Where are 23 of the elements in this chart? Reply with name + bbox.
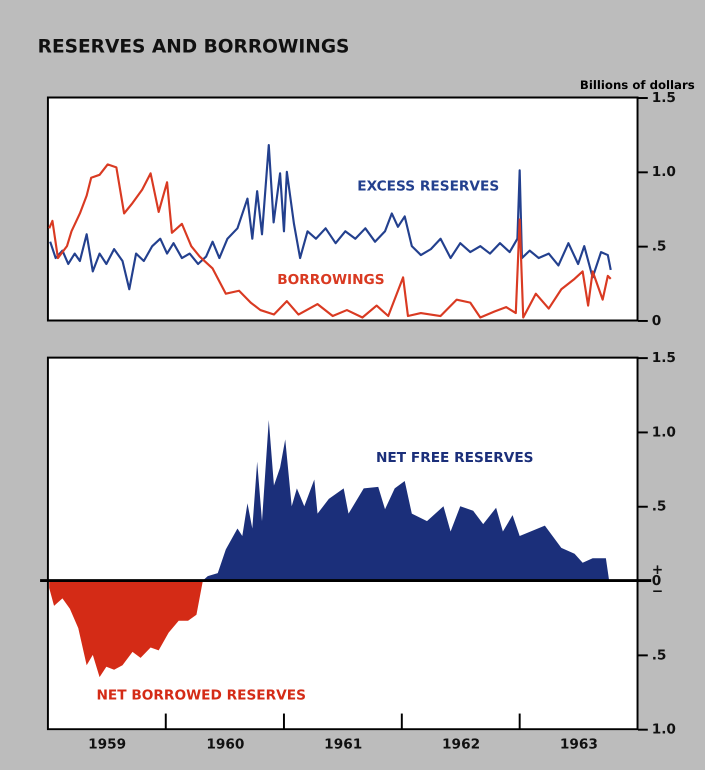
y-tick-label: 0 — [652, 312, 662, 329]
y-axis-title: Billions of dollars — [580, 78, 695, 92]
y-tick-label: 1.5 — [652, 350, 676, 366]
x-tick-label: 1960 — [206, 736, 244, 752]
series-label: NET BORROWED RESERVES — [96, 688, 306, 704]
y-tick-label: + 0 − — [652, 562, 664, 600]
series-label: BORROWINGS — [277, 272, 385, 288]
x-tick-label: 1962 — [442, 736, 480, 752]
series-label: EXCESS RESERVES — [357, 178, 500, 195]
y-tick-label: .5 — [652, 238, 666, 255]
series-label: NET FREE RESERVES — [376, 450, 534, 466]
y-tick-label: 1.0 — [652, 424, 676, 440]
y-tick-label: .5 — [652, 647, 666, 664]
line-series — [48, 163, 612, 319]
x-tick-label: 1959 — [88, 736, 126, 752]
x-tick-label: 1961 — [324, 736, 362, 752]
y-tick-label: 1.5 — [652, 90, 676, 106]
x-tick-label: 1963 — [560, 736, 598, 752]
line-series — [49, 144, 612, 290]
y-tick-label: .5 — [652, 498, 666, 515]
chart-title: RESERVES AND BORROWINGS — [38, 36, 350, 58]
y-tick-label: 1.0 — [652, 722, 676, 738]
y-tick-label: 1.0 — [652, 164, 676, 180]
